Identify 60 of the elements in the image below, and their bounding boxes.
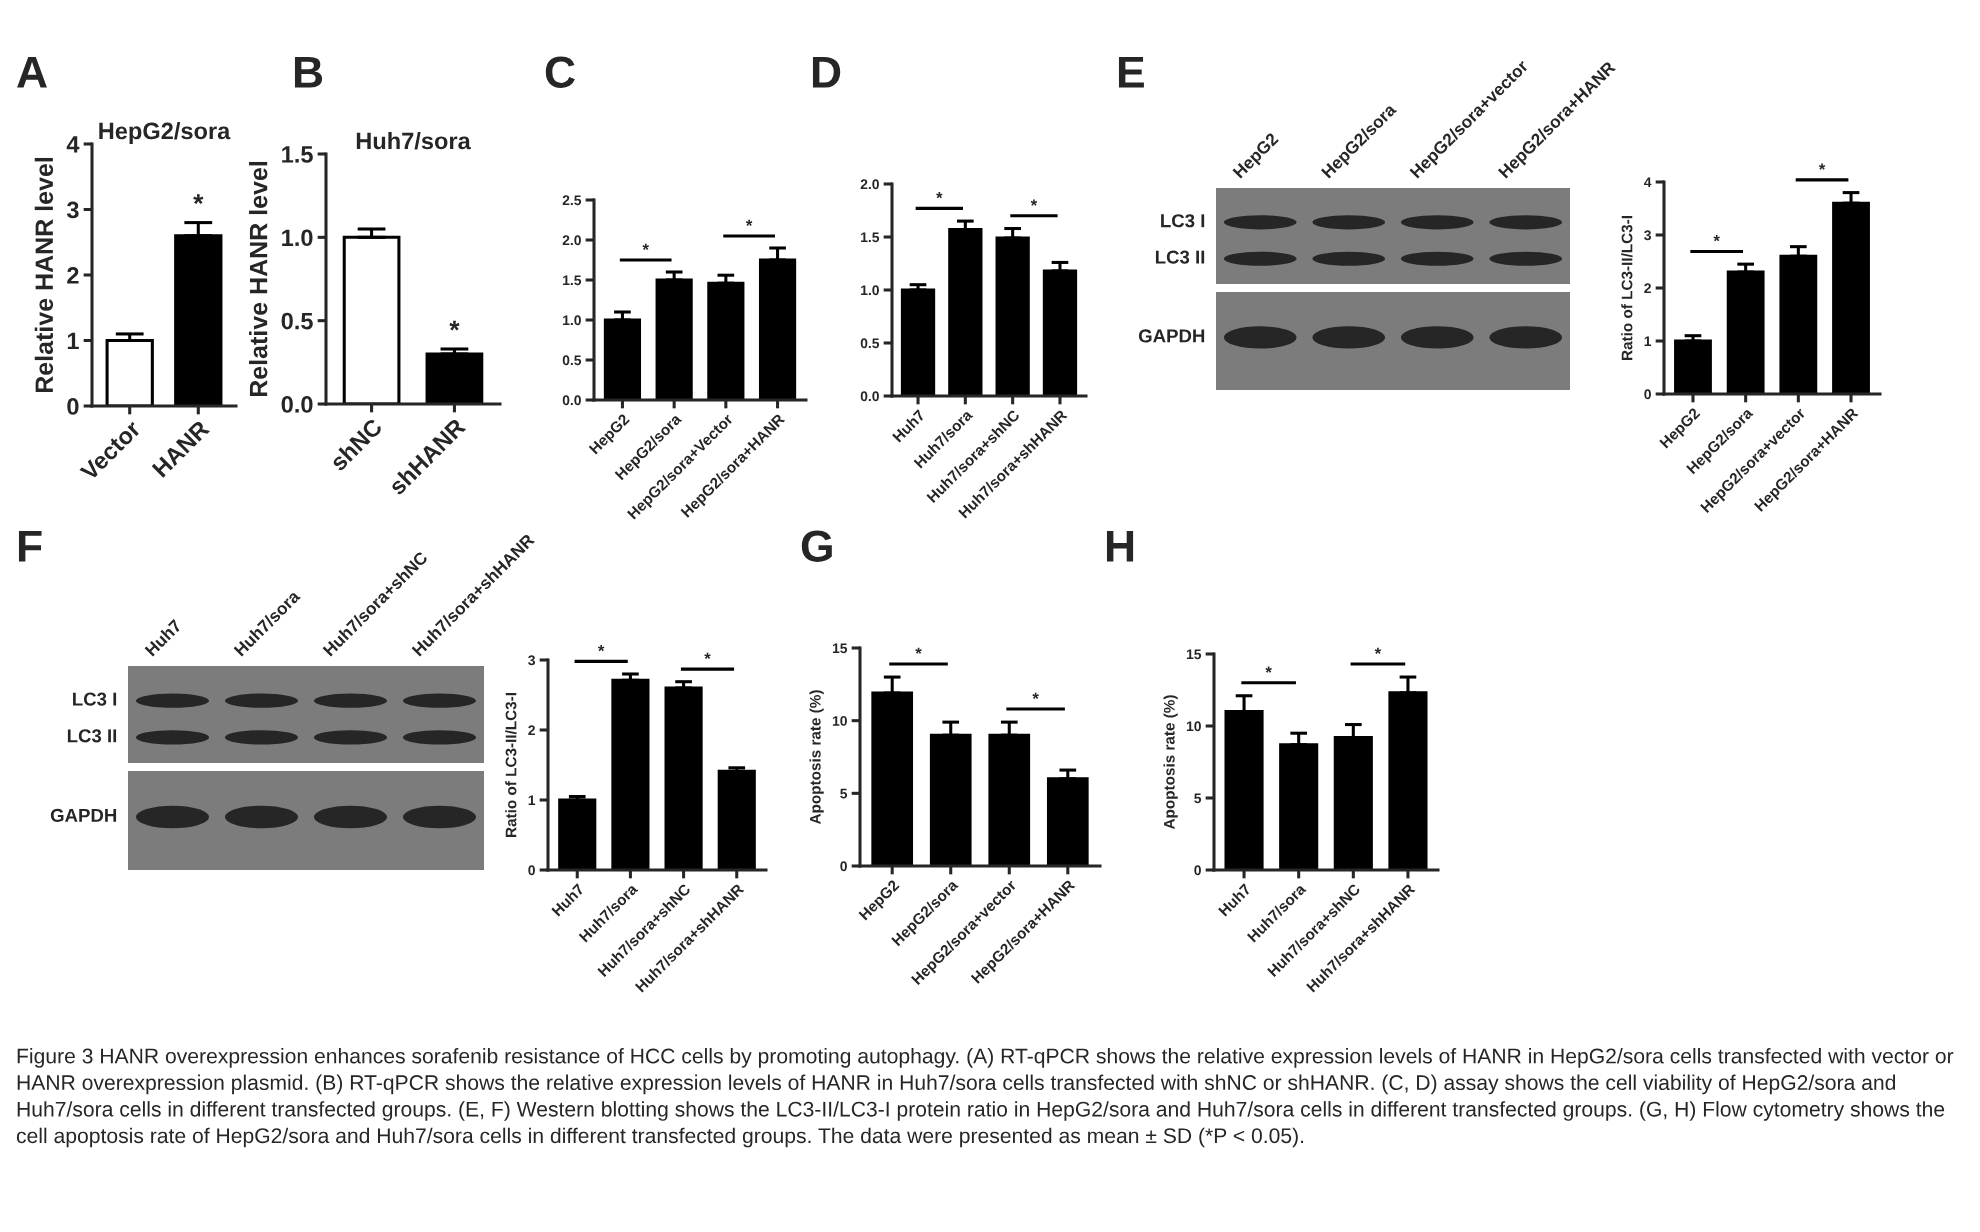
text: LC3 I <box>1161 214 1205 228</box>
bar <box>1674 339 1712 394</box>
text: * <box>1374 647 1382 654</box>
y-tick-label: 1.5 <box>282 146 313 163</box>
bar <box>948 228 983 396</box>
y-tick-label: 0.5 <box>281 312 313 330</box>
bar <box>1779 254 1818 394</box>
bar <box>707 281 745 400</box>
bar <box>1832 201 1870 394</box>
chart-title: D <box>812 56 841 88</box>
text: * <box>704 652 711 659</box>
bar <box>995 236 1030 396</box>
annotation: * <box>745 219 753 226</box>
text: E <box>1118 56 1144 88</box>
bar <box>900 288 936 396</box>
bar <box>655 278 693 400</box>
text: LC3 II <box>1155 250 1205 264</box>
text: * <box>1818 163 1826 170</box>
annotation: * <box>642 243 649 250</box>
y-tick-label: 0.0 <box>281 396 313 413</box>
annotation: * <box>193 194 204 205</box>
annotation: * <box>1265 666 1272 673</box>
text: F <box>18 530 42 562</box>
text: * <box>597 645 605 652</box>
text: GAPDH <box>50 808 117 822</box>
y-tick-label: 1.0 <box>282 229 313 247</box>
chart-title: A <box>17 56 47 88</box>
chart-title: B <box>294 56 323 88</box>
y-tick-label: 2 <box>67 267 79 284</box>
annotation: * <box>1030 199 1038 206</box>
chart-title: H <box>1106 530 1134 562</box>
y-tick-label: 1 <box>67 332 79 350</box>
bar <box>664 686 703 870</box>
y-tick-label: 4 <box>66 136 80 153</box>
y-tick-label: 0 <box>67 398 79 415</box>
chart-title: C <box>545 56 575 88</box>
bar <box>758 258 797 400</box>
y-axis-title: Relative HANR level <box>34 157 54 393</box>
text: GAPDH <box>1138 329 1205 343</box>
annotation: * <box>936 192 943 199</box>
chart-subtitle: HepG2/sora <box>99 121 231 144</box>
caption: Figure 3 HANR overexpression enhances sorafenib resistance of HCC cells by promoting autophagy. (A) RT-qPCR shows the relative expression levels of HANR in HepG2/sora cells transfected with vector or HANR overexpression plasmid. (B) RT-qPCR shows the relative expression levels of HANR in Huh7/sora cells transfected with shNC or shHANR. (C, D) assay shows the cell viability of HepG2/sora and Huh7/sora cells in different transfected groups. (E, F) Western blotting shows the LC3-II/LC3-I protein ratio in HepG2/sora and Huh7/sora cells in different transfected groups. (G, H) Flow cytometry shows the cell apoptosis rate of HepG2/sora and Huh7/sora cells in different transfected groups. The data were presented as mean ± SD (*P < 0.05). <box>16 1048 1954 1148</box>
bar <box>1042 269 1078 396</box>
bar <box>603 318 642 400</box>
chart-title: G <box>801 530 832 562</box>
bar <box>1046 777 1089 866</box>
annotation: * <box>449 320 460 331</box>
y-tick-label: 3 <box>66 201 79 219</box>
annotation: * <box>915 647 922 654</box>
bar <box>611 678 650 870</box>
text: LC3 II <box>67 729 117 743</box>
bar <box>558 798 597 870</box>
annotation: * <box>1713 235 1720 242</box>
annotation: * <box>1032 692 1039 699</box>
text: LC3 I <box>73 692 117 706</box>
y-axis-title: Relative HANR level <box>249 161 268 397</box>
bar <box>1726 270 1765 394</box>
bar <box>717 769 756 870</box>
bar <box>1279 743 1319 870</box>
chart-subtitle: Huh7/sora <box>356 131 471 150</box>
